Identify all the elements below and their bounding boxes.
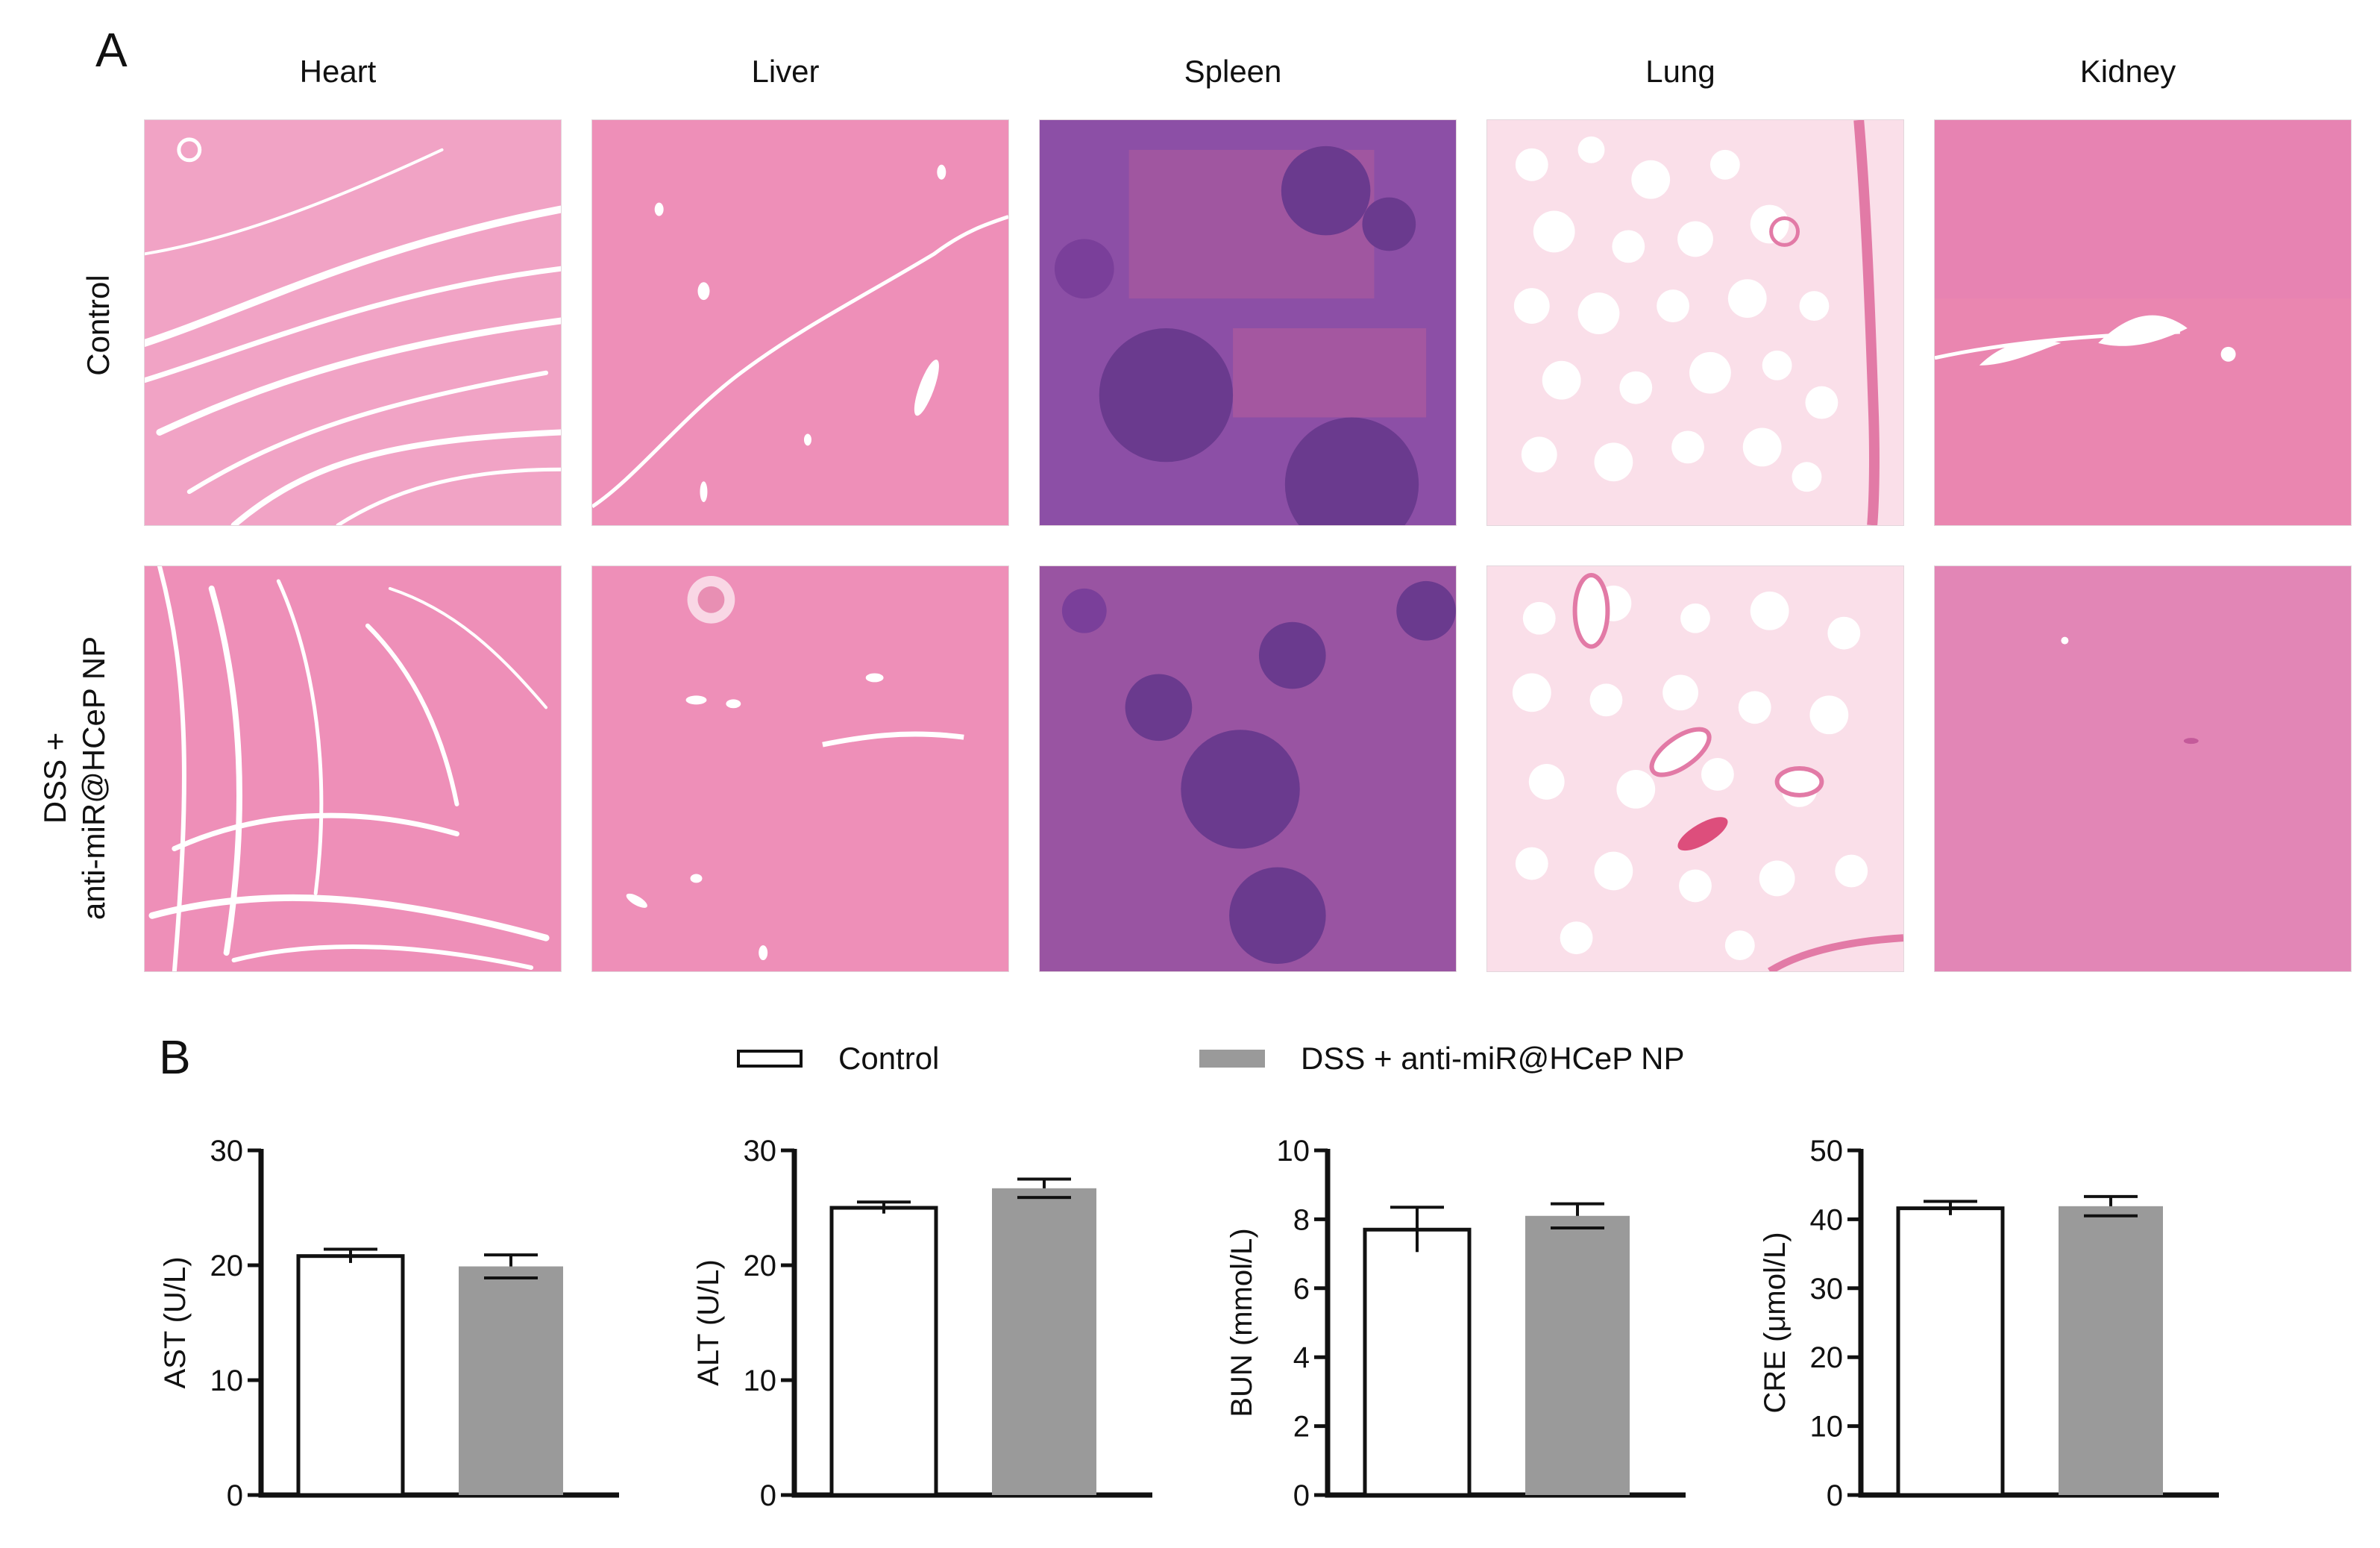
alt-bar-treated (992, 1188, 1096, 1495)
alt-y-tick-label: 10 (744, 1364, 777, 1397)
panel-b-letter: B (159, 1030, 191, 1084)
bun-bar-control (1363, 1227, 1472, 1497)
bun-y-tick-label: 8 (1293, 1203, 1310, 1236)
row-label-control: Control (79, 275, 118, 375)
alt-y-tick-label: 30 (744, 1135, 777, 1168)
cre-y-axis-label: CRE (μmol/L) (1759, 1232, 1792, 1413)
ast-y-tick-label: 30 (210, 1135, 244, 1168)
histology-liver-control (591, 119, 1009, 526)
cre-bar-treated (2059, 1206, 2163, 1495)
bun-y-tick-label: 2 (1293, 1411, 1310, 1444)
organ-label-kidney: Kidney (2079, 54, 2176, 89)
bun-y-tick-label: 0 (1293, 1479, 1310, 1512)
alt-y-tick-label: 20 (744, 1250, 777, 1282)
histology-heart-control (144, 119, 562, 526)
alt-bar-control (829, 1206, 938, 1497)
row-label-treated-line-2: anti-miR@HCeP NP (76, 636, 111, 921)
cre-bar-control (1896, 1206, 2005, 1497)
legend-label-control: Control (838, 1041, 940, 1076)
legend-swatch-control (737, 1050, 803, 1068)
bun-y-tick-label: 4 (1293, 1341, 1310, 1374)
ast-y-axis-label: AST (U/L) (159, 1256, 192, 1388)
bun-y-tick-label: 6 (1293, 1273, 1310, 1306)
organ-label-spleen: Spleen (1184, 54, 1282, 89)
cre-y-tick-label: 20 (1810, 1341, 1844, 1374)
histology-lung-control (1486, 119, 1904, 526)
legend-label-treated: DSS + anti-miR@HCeP NP (1301, 1041, 1685, 1076)
alt-bar-chart: 0 10 20 30 ALT (U/L) (692, 1135, 1152, 1512)
legend-swatch-treated (1199, 1050, 1265, 1068)
legend-item-treated: DSS + anti-miR@HCeP NP (1199, 1041, 1685, 1077)
row-label-control-line: Control (81, 275, 116, 376)
organ-label-liver: Liver (751, 54, 820, 89)
ast-y-tick-label: 10 (210, 1364, 244, 1397)
cre-y-tick-label: 40 (1810, 1203, 1844, 1236)
bun-bar-treated (1525, 1215, 1630, 1495)
histology-heart-treated (144, 565, 562, 972)
histology-liver-treated (591, 565, 1009, 972)
bun-y-tick-label: 10 (1277, 1135, 1310, 1168)
cre-y-tick-label: 0 (1827, 1479, 1843, 1512)
organ-label-lung: Lung (1645, 54, 1715, 89)
ast-y-tick-label: 0 (227, 1479, 243, 1512)
organ-label-heart: Heart (299, 54, 377, 89)
histology-spleen-control (1039, 119, 1457, 526)
row-label-treated: DSS + anti-miR@HCeP NP (36, 636, 113, 920)
histology-spleen-treated (1039, 565, 1457, 972)
ast-bar-chart: 0 10 20 30 AST (U/L) (159, 1135, 619, 1512)
ast-bar-treated (459, 1266, 563, 1495)
bun-bar-chart: 0 2 4 6 8 10 BUN (mmol/L) (1225, 1135, 1686, 1512)
panel-a-letter: A (95, 23, 128, 77)
ast-y-tick-label: 20 (210, 1250, 244, 1282)
alt-y-axis-label: ALT (U/L) (692, 1259, 725, 1386)
cre-y-tick-label: 50 (1810, 1135, 1844, 1168)
histology-kidney-control (1934, 119, 2352, 526)
ast-bar-control (296, 1254, 405, 1497)
legend-item-control: Control (737, 1041, 939, 1077)
cre-y-tick-label: 10 (1810, 1411, 1844, 1444)
histology-kidney-treated (1934, 565, 2352, 972)
histology-lung-treated (1486, 565, 1904, 972)
bun-y-axis-label: BUN (mmol/L) (1225, 1228, 1258, 1417)
row-label-treated-line-1: DSS + (37, 732, 72, 824)
cre-y-tick-label: 30 (1810, 1273, 1844, 1306)
cre-bar-chart: 0 10 20 30 40 50 CRE (μmol/L) (1759, 1135, 2219, 1512)
alt-y-tick-label: 0 (760, 1479, 776, 1512)
